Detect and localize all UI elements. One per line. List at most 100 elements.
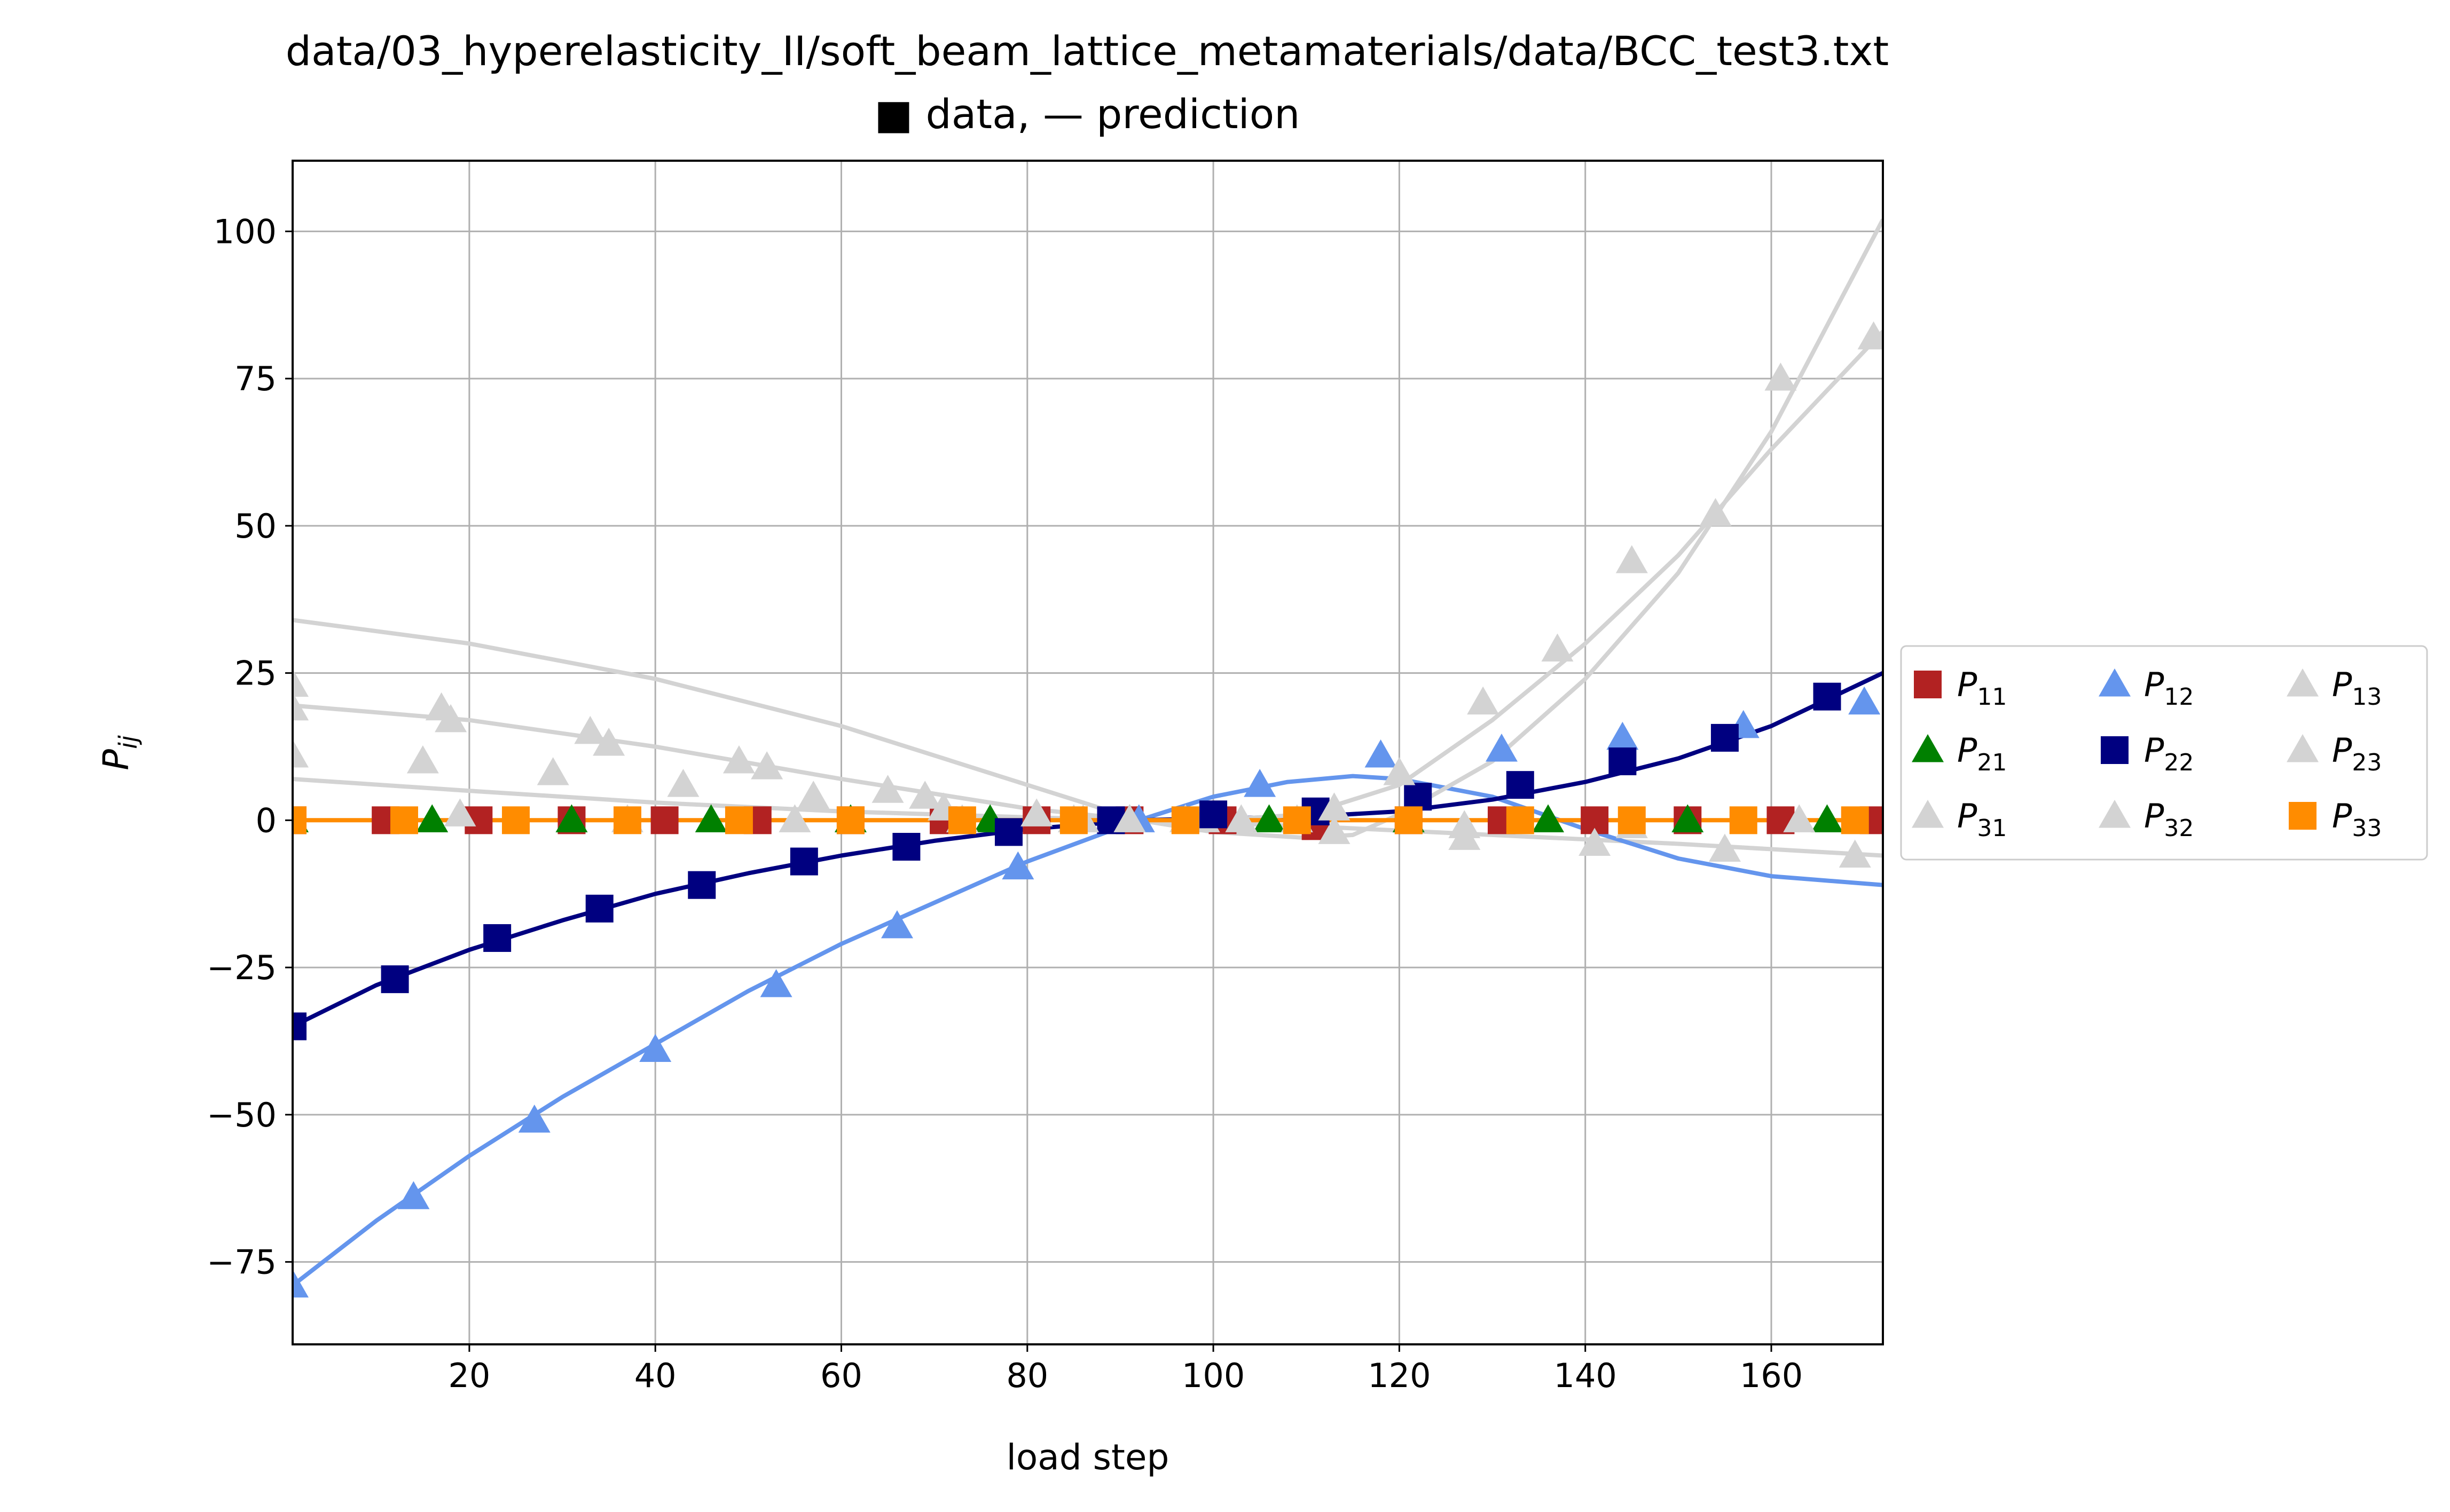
x-tick-label: 80 xyxy=(1006,1356,1048,1395)
data-point-p32 xyxy=(1615,545,1648,573)
legend-label-p12: P12 xyxy=(2144,665,2194,711)
legend-label-p23: P23 xyxy=(2332,731,2382,776)
data-point-p23 xyxy=(444,798,476,826)
legend-item-p12: P12 xyxy=(2099,665,2194,711)
data-point-p31 xyxy=(1579,828,1611,856)
y-tick-label: 50 xyxy=(234,507,277,546)
data-point-p22 xyxy=(790,847,818,876)
data-point-p33 xyxy=(725,806,753,834)
legend-label-p21: P21 xyxy=(1957,731,2007,776)
y-tick-label: 75 xyxy=(234,359,277,398)
y-axis-label-sub: ij xyxy=(114,735,143,749)
x-tick-label: 20 xyxy=(448,1356,490,1395)
data-point-p21 xyxy=(1253,804,1285,832)
data-point-p32 xyxy=(574,715,607,744)
legend-marker-p22 xyxy=(2101,736,2129,764)
data-point-p11 xyxy=(650,806,679,834)
data-point-p13 xyxy=(1225,804,1258,832)
svg-text:Pij: Pij xyxy=(96,735,143,770)
data-point-p12 xyxy=(1485,733,1518,762)
x-tick-label: 40 xyxy=(634,1356,677,1395)
data-point-p33 xyxy=(1617,806,1646,834)
legend-item-p22: P22 xyxy=(2101,731,2194,776)
plot-frame xyxy=(292,160,1884,1345)
data-point-p22 xyxy=(1608,747,1637,776)
data-point-p33 xyxy=(613,806,641,834)
x-tick-label: 60 xyxy=(820,1356,862,1395)
data-point-p33 xyxy=(836,806,865,834)
data-point-p12 xyxy=(1606,721,1639,750)
data-point-p31 xyxy=(797,781,830,809)
data-point-p13 xyxy=(1383,757,1416,785)
y-tick-label: 100 xyxy=(214,212,277,251)
data-point-p22 xyxy=(688,871,716,899)
data-point-p21 xyxy=(1671,804,1704,832)
data-point-p23 xyxy=(1448,810,1481,838)
y-axis-ticks: −75 −50 −25 0 25 50 75 100 xyxy=(207,212,293,1282)
data-point-p22 xyxy=(381,965,409,994)
legend-item-p11: P11 xyxy=(1914,665,2007,711)
y-tick-label: 25 xyxy=(234,654,277,693)
data-point-p12 xyxy=(1848,686,1881,715)
data-point-p32 xyxy=(871,775,904,803)
y-axis-label: Pij xyxy=(96,735,143,770)
chart-title: data/03_hyperelasticity_II/soft_beam_lat… xyxy=(286,27,1889,75)
data-point-p32 xyxy=(1467,686,1499,715)
data-point-p12 xyxy=(639,1034,672,1062)
data-point-p21 xyxy=(1532,804,1565,832)
data-point-p23 xyxy=(293,692,309,721)
data-point-p22 xyxy=(994,818,1023,846)
data-point-p13 xyxy=(1857,321,1883,350)
legend-marker-p12 xyxy=(2099,668,2131,697)
data-point-p31 xyxy=(537,757,569,785)
data-point-p13 xyxy=(435,704,467,733)
data-point-p33 xyxy=(948,806,976,834)
prediction-line-p32 xyxy=(293,330,1883,823)
legend-item-p33: P33 xyxy=(2289,797,2382,842)
grid xyxy=(293,161,1883,1344)
data-point-p12 xyxy=(518,1104,551,1133)
data-point-p33 xyxy=(501,806,530,834)
data-point-p22 xyxy=(483,924,512,952)
data-point-p23 xyxy=(779,804,811,832)
data-point-p13 xyxy=(1541,633,1574,662)
legend-item-p23: P23 xyxy=(2287,731,2382,776)
data-point-p12 xyxy=(1002,851,1034,880)
data-point-p13 xyxy=(1699,498,1732,526)
x-axis-label: load step xyxy=(1007,1437,1169,1478)
legend-label-p31: P31 xyxy=(1957,797,2007,842)
data-point-p31 xyxy=(293,668,309,697)
data-point-p12 xyxy=(397,1181,430,1209)
data-point-p22 xyxy=(1506,771,1534,799)
legend-label-p11: P11 xyxy=(1957,665,2007,711)
data-point-p12 xyxy=(293,1269,309,1298)
data-point-p21 xyxy=(416,804,449,832)
data-point-p22 xyxy=(892,832,921,861)
legend-marker-p31 xyxy=(1912,800,1944,828)
legend-label-p33: P33 xyxy=(2332,797,2382,842)
legend-label-p32: P32 xyxy=(2144,797,2194,842)
data-point-p33 xyxy=(1059,806,1088,834)
data-point-p21 xyxy=(555,804,588,832)
legend-item-p31: P31 xyxy=(1912,797,2007,842)
x-tick-label: 120 xyxy=(1368,1356,1431,1395)
x-tick-label: 100 xyxy=(1182,1356,1245,1395)
legend-marker-p32 xyxy=(2099,800,2131,828)
data-point-p32 xyxy=(1020,798,1053,826)
data-point-p22 xyxy=(293,1012,307,1041)
y-tick-label: −75 xyxy=(207,1243,277,1282)
legend-label-p22: P22 xyxy=(2144,731,2194,776)
data-point-p33 xyxy=(1283,806,1311,834)
data-markers xyxy=(293,321,1883,1298)
data-point-p22 xyxy=(1404,783,1432,811)
data-point-p13 xyxy=(593,727,625,756)
data-point-p33 xyxy=(293,806,307,834)
data-point-p22 xyxy=(1199,800,1228,829)
data-point-p12 xyxy=(1244,769,1276,797)
data-point-p12 xyxy=(760,969,792,997)
data-point-p33 xyxy=(1171,806,1199,834)
data-point-p32 xyxy=(293,739,309,768)
plot-area xyxy=(293,218,1883,1298)
x-tick-label: 140 xyxy=(1554,1356,1617,1395)
